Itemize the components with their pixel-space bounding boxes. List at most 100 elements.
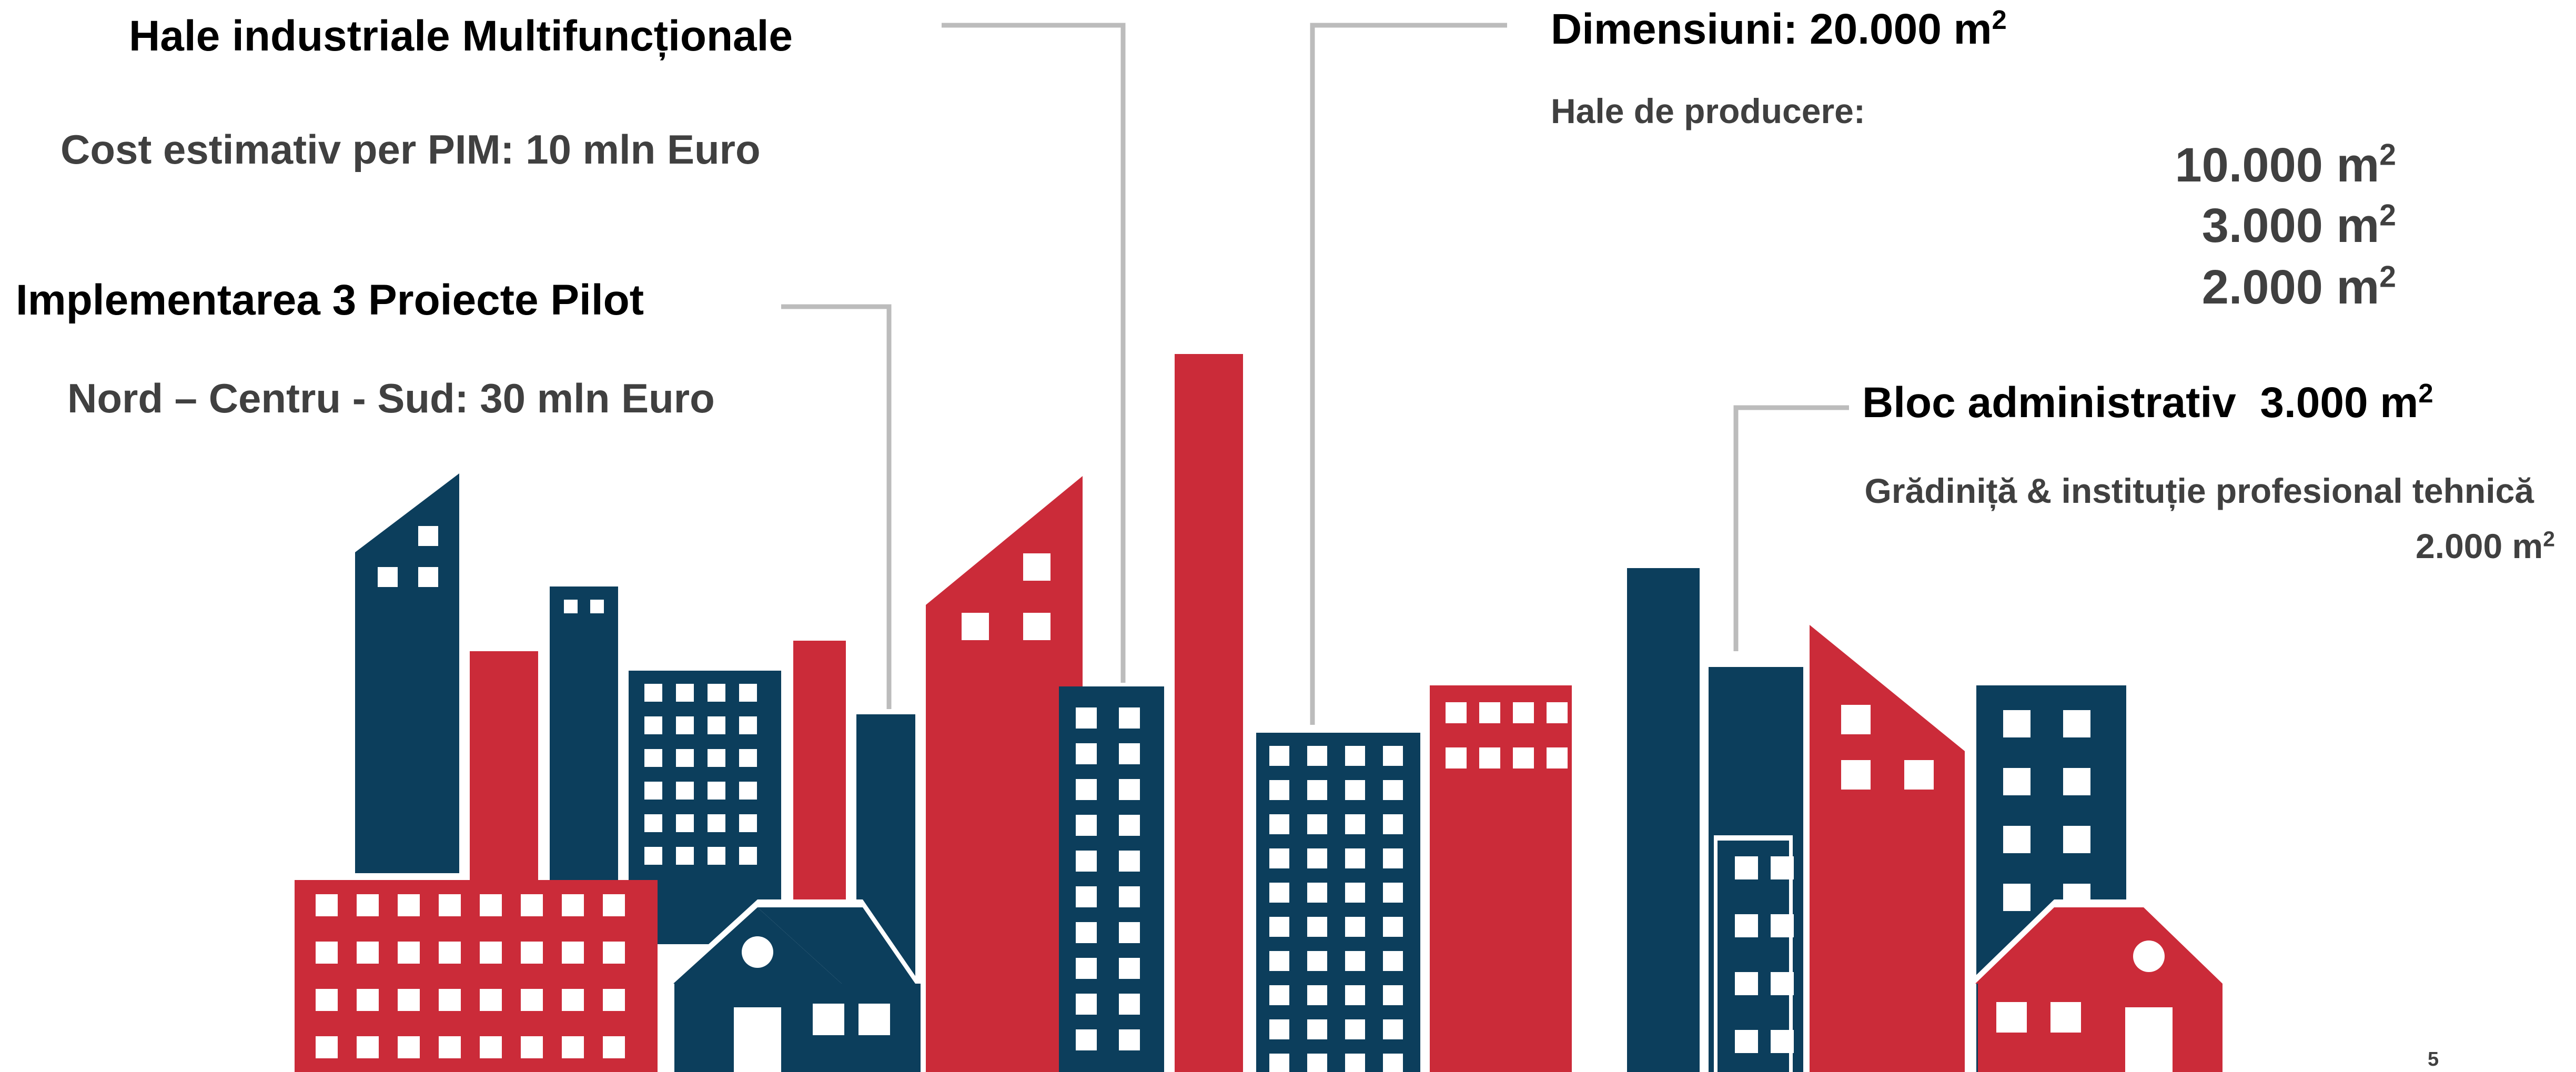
- leader-line-halls: [942, 23, 1126, 683]
- navy-tall-tower-window: [590, 600, 604, 613]
- navy-grid-tower-window: [644, 684, 662, 702]
- navy-wide-tower-window: [1269, 917, 1289, 937]
- navy-wide-tower-window: [1383, 814, 1403, 834]
- red-front-block-window: [480, 1036, 502, 1058]
- red-front-block-window: [357, 989, 379, 1011]
- navy-grid-tower-window: [739, 716, 757, 734]
- navy-wide-tower-window: [1345, 1054, 1365, 1072]
- red-front-block-window: [480, 894, 502, 916]
- admin-block-title-sup: 2: [2418, 378, 2433, 409]
- navy-wide-tower-window: [1345, 814, 1365, 834]
- red-front-block-window: [603, 1036, 625, 1058]
- navy-tall-tower-window: [564, 600, 578, 613]
- navy-wide-tower-window: [1269, 883, 1289, 903]
- navy-grid-tower-window: [676, 684, 694, 702]
- red-house-door: [2125, 1007, 2173, 1072]
- navy-grid-tower-window: [708, 684, 725, 702]
- navy-right-tower-front-window: [1735, 914, 1758, 937]
- navy-house-round-window: [742, 936, 773, 968]
- red-wide-tower-window: [1446, 747, 1467, 768]
- red-front-block-window: [521, 1036, 543, 1058]
- page-number: 5: [2428, 1048, 2439, 1070]
- navy-wide-tower-window: [1307, 848, 1327, 868]
- navy-wide-tower-window: [1383, 917, 1403, 937]
- red-front-block-window: [603, 989, 625, 1011]
- production-area-3: 2.000 m2: [2202, 262, 2396, 311]
- navy-far-right-tower-window: [2063, 826, 2090, 853]
- navy-center-tower-window: [1119, 922, 1140, 943]
- navy-far-right-tower-window: [2063, 768, 2090, 795]
- navy-grid-tower-window: [676, 716, 694, 734]
- navy-wide-tower-window: [1383, 951, 1403, 971]
- navy-house-door: [734, 1007, 781, 1072]
- red-front-block-window: [439, 989, 461, 1011]
- red-front-block-window: [562, 1036, 584, 1058]
- navy-far-right-tower-window: [2003, 884, 2031, 911]
- red-right-slanted-tower: [1810, 625, 1965, 1072]
- navy-far-right-tower-window: [2063, 710, 2090, 737]
- production-halls-label: Hale de producere:: [1551, 92, 1865, 130]
- red-wide-tower-window: [1547, 702, 1568, 723]
- red-slim-tower: [793, 641, 846, 914]
- halls-title: Hale industriale Multifuncționale: [129, 12, 793, 60]
- navy-wide-tower-window: [1345, 951, 1365, 971]
- navy-far-right-tower-window: [2003, 710, 2031, 737]
- red-front-block-window: [480, 989, 502, 1011]
- navy-wide-tower-window: [1307, 1054, 1327, 1072]
- buildings: [295, 354, 2230, 1072]
- navy-wide-tower-window: [1383, 1019, 1403, 1039]
- navy-grid-tower-window: [739, 749, 757, 767]
- navy-grid-tower-window: [739, 684, 757, 702]
- red-front-block-window: [562, 894, 584, 916]
- red-front-block-window: [521, 894, 543, 916]
- navy-wide-tower-window: [1345, 1019, 1365, 1039]
- navy-wide-tower-window: [1307, 917, 1327, 937]
- navy-right-tower-front-window: [1735, 856, 1758, 879]
- production-area-2-value: 3.000 m: [2201, 199, 2380, 252]
- navy-wide-tower-window: [1269, 985, 1289, 1005]
- leader-line-admin: [1733, 405, 1849, 651]
- red-wide-tower-window: [1513, 702, 1534, 723]
- navy-wide-tower-window: [1383, 883, 1403, 903]
- red-front-block-window: [521, 989, 543, 1011]
- navy-wide-tower-window: [1383, 985, 1403, 1005]
- red-house-round-window: [2133, 940, 2165, 972]
- kindergarten-area-value: 2.000 m: [2416, 527, 2543, 565]
- production-area-1: 10.000 m2: [2175, 140, 2396, 189]
- red-right-slanted-tower-window: [1841, 760, 1871, 790]
- navy-wide-tower-window: [1345, 780, 1365, 800]
- navy-tall-tower: [550, 586, 618, 881]
- navy-center-tower-window: [1076, 815, 1097, 836]
- red-front-block-window: [603, 942, 625, 964]
- navy-center-tower-window: [1076, 1029, 1097, 1050]
- pilot-regions-cost: Nord – Centru - Sud: 30 mln Euro: [67, 375, 715, 421]
- navy-wide-tower-window: [1383, 1054, 1403, 1072]
- production-area-2: 3.000 m2: [2201, 199, 2396, 252]
- navy-center-tower-window: [1076, 707, 1097, 729]
- navy-far-right-tower-window: [2003, 768, 2031, 795]
- navy-wide-tower-window: [1345, 883, 1365, 903]
- navy-grid-tower-window: [708, 847, 725, 865]
- red-front-block-window: [357, 1036, 379, 1058]
- navy-slanted-tower-window: [418, 526, 438, 546]
- navy-grid-tower-window: [739, 782, 757, 800]
- leader-line-dimensions: [1310, 23, 1507, 725]
- navy-grid-tower-window: [676, 749, 694, 767]
- red-front-block-window: [357, 894, 379, 916]
- navy-house-window: [858, 1004, 890, 1035]
- navy-grid-tower-window: [644, 782, 662, 800]
- red-wide-tower-window: [1547, 747, 1568, 768]
- navy-center-tower-window: [1119, 743, 1140, 764]
- red-wide-tower-window: [1479, 702, 1500, 723]
- red-front-block-window: [316, 989, 338, 1011]
- navy-wide-tower-window: [1345, 985, 1365, 1005]
- red-tallest-tower: [1175, 354, 1243, 1072]
- red-wide-tower-window: [1479, 747, 1500, 768]
- navy-center-tower-window: [1119, 886, 1140, 907]
- navy-right-tower-front-window: [1735, 972, 1758, 995]
- dimensions-title: Dimensiuni: 20.000 m2: [1551, 6, 2007, 51]
- pilot-projects-title: Implementarea 3 Proiecte Pilot: [16, 276, 644, 324]
- navy-far-right-tower-window: [2003, 826, 2031, 853]
- navy-wide-tower-window: [1269, 780, 1289, 800]
- navy-wide-tower-window: [1269, 814, 1289, 834]
